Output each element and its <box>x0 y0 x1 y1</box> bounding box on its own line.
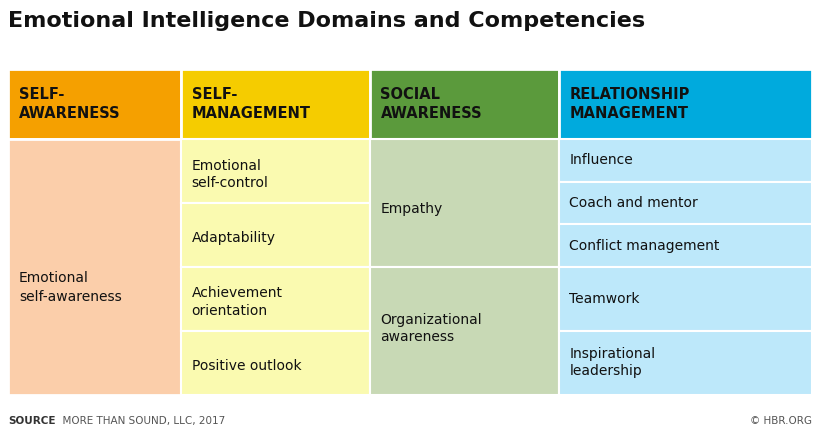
Text: Empathy: Empathy <box>380 202 442 216</box>
Text: SELF-
MANAGEMENT: SELF- MANAGEMENT <box>192 87 310 121</box>
Bar <box>558 267 811 331</box>
Text: © HBR.ORG: © HBR.ORG <box>749 416 811 426</box>
Text: Influence: Influence <box>568 153 632 167</box>
Text: Organizational
awareness: Organizational awareness <box>380 313 482 344</box>
Text: RELATIONSHIP
MANAGEMENT: RELATIONSHIP MANAGEMENT <box>568 87 689 121</box>
Bar <box>8 139 181 395</box>
Bar <box>558 182 811 224</box>
Text: Coach and mentor: Coach and mentor <box>568 196 697 210</box>
Text: Positive outlook: Positive outlook <box>192 359 301 373</box>
Bar <box>558 139 811 182</box>
Bar <box>181 203 369 267</box>
Bar <box>181 69 369 139</box>
Text: Adaptability: Adaptability <box>192 231 275 245</box>
Bar <box>181 139 369 203</box>
Text: Emotional
self-control: Emotional self-control <box>192 159 268 190</box>
Bar <box>181 331 369 395</box>
Bar <box>181 267 369 331</box>
Text: SELF-
AWARENESS: SELF- AWARENESS <box>19 87 120 121</box>
Bar <box>558 331 811 395</box>
Bar <box>8 69 181 139</box>
Text: Inspirational
leadership: Inspirational leadership <box>568 347 654 378</box>
Text: Teamwork: Teamwork <box>568 292 639 306</box>
Bar <box>558 224 811 267</box>
Bar <box>369 139 558 267</box>
Text: Emotional Intelligence Domains and Competencies: Emotional Intelligence Domains and Compe… <box>8 11 645 31</box>
Text: MORE THAN SOUND, LLC, 2017: MORE THAN SOUND, LLC, 2017 <box>56 416 224 426</box>
Text: Conflict management: Conflict management <box>568 239 719 252</box>
Text: Achievement
orientation: Achievement orientation <box>192 286 283 318</box>
Text: SOURCE: SOURCE <box>8 416 56 426</box>
Text: SOCIAL
AWARENESS: SOCIAL AWARENESS <box>380 87 482 121</box>
Bar <box>558 69 811 139</box>
Bar <box>369 69 558 139</box>
Bar <box>369 267 558 395</box>
Text: Emotional
self-awareness: Emotional self-awareness <box>19 271 121 304</box>
